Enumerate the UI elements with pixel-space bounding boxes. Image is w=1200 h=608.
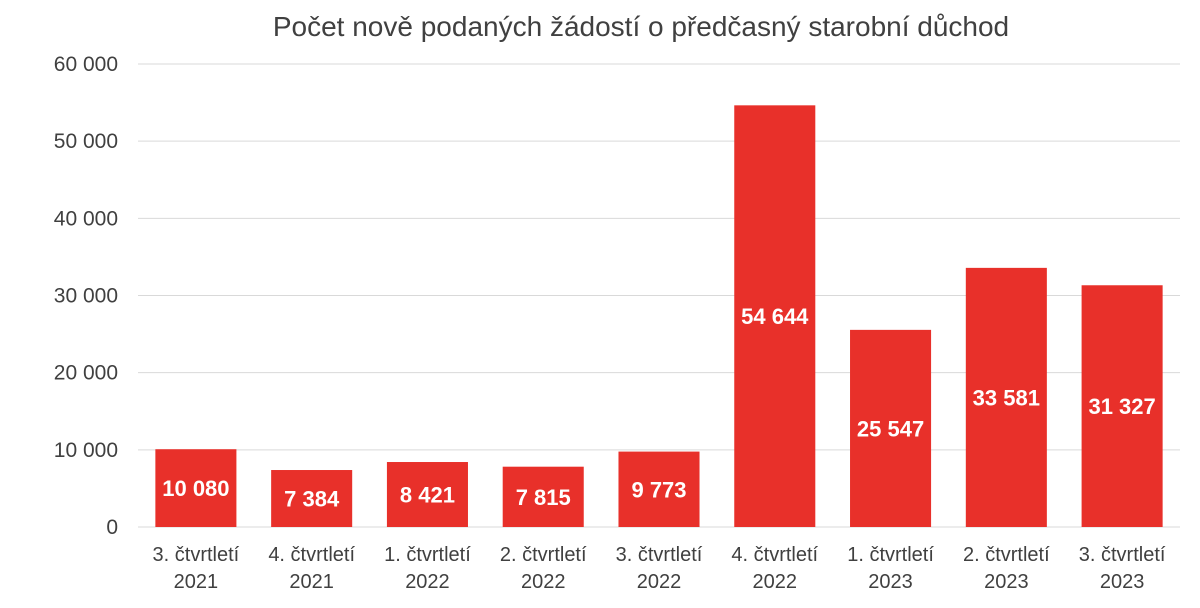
gridlines — [138, 63, 1180, 528]
y-tick-label: 60 000 — [54, 53, 118, 76]
data-label: 8 421 — [400, 483, 455, 508]
data-label: 25 547 — [857, 416, 924, 441]
data-label: 54 644 — [741, 304, 809, 329]
bar — [1081, 285, 1163, 527]
bar — [965, 267, 1047, 527]
x-tick-label: 3. čtvrtletí — [153, 544, 240, 566]
x-tick-label: 2022 — [521, 571, 566, 593]
data-label: 7 815 — [516, 485, 571, 510]
y-tick-label: 30 000 — [54, 285, 118, 308]
data-labels: 10 080 7 384 8 421 7 815 9 773 54 644 25 547 33… — [162, 304, 1156, 511]
data-label: 7 384 — [284, 487, 340, 512]
bar — [618, 451, 700, 527]
bar — [271, 470, 353, 527]
x-tick-label: 2022 — [405, 571, 450, 593]
x-tick-label: 2. čtvrtletí — [963, 544, 1050, 566]
bar — [155, 449, 237, 527]
bars — [155, 105, 1163, 527]
x-tick-label: 2023 — [868, 571, 913, 593]
x-tick-label: 1. čtvrtletí — [384, 544, 471, 566]
data-label: 10 080 — [162, 476, 229, 501]
y-tick-label: 0 — [106, 516, 118, 539]
bar — [850, 329, 932, 527]
data-label: 33 581 — [973, 385, 1040, 410]
x-tick-label: 2022 — [753, 571, 798, 593]
bar — [502, 466, 584, 527]
y-tick-label: 20 000 — [54, 362, 118, 385]
x-tick-label: 2021 — [174, 571, 219, 593]
bar — [386, 462, 468, 527]
chart-title: Počet nově podaných žádostí o předčasný … — [273, 11, 1009, 42]
data-label: 9 773 — [631, 477, 686, 502]
x-tick-label: 4. čtvrtletí — [268, 544, 355, 566]
x-tick-label: 2021 — [289, 571, 334, 593]
x-axis-ticks: 3. čtvrtletí 2021 4. čtvrtletí 2021 1. čtvrt… — [153, 544, 1166, 593]
y-tick-label: 10 000 — [54, 439, 118, 462]
data-label: 31 327 — [1088, 394, 1155, 419]
x-tick-label: 3. čtvrtletí — [616, 544, 703, 566]
x-tick-label: 2023 — [984, 571, 1029, 593]
y-tick-label: 50 000 — [54, 130, 118, 153]
x-tick-label: 4. čtvrtletí — [731, 544, 818, 566]
x-tick-label: 3. čtvrtletí — [1079, 544, 1166, 566]
x-tick-label: 2022 — [637, 571, 682, 593]
x-tick-label: 2. čtvrtletí — [500, 544, 587, 566]
y-axis-ticks: 0 10 000 20 000 30 000 40 000 50 000 60 000 — [54, 53, 118, 539]
bar — [734, 105, 816, 527]
x-tick-label: 2023 — [1100, 571, 1145, 593]
y-tick-label: 40 000 — [54, 207, 118, 230]
x-tick-label: 1. čtvrtletí — [847, 544, 934, 566]
